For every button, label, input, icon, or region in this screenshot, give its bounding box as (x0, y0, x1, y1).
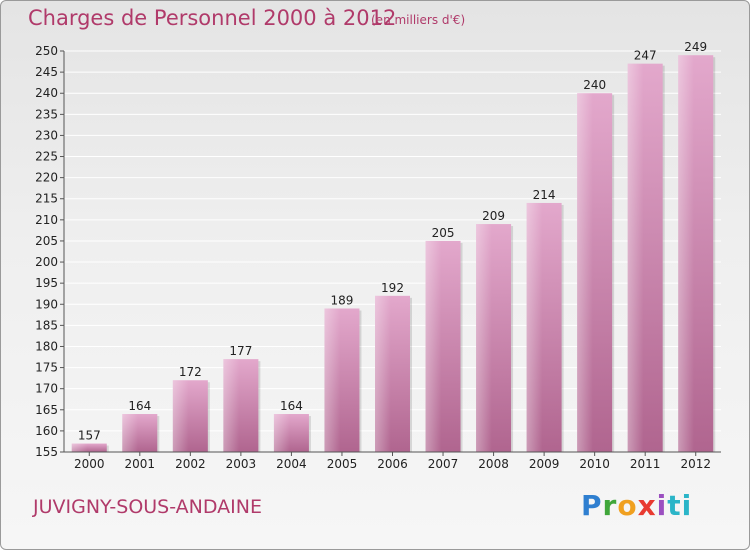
x-tick-label: 2006 (377, 457, 408, 471)
x-tick-label: 2007 (428, 457, 459, 471)
bars (71, 55, 716, 453)
x-axis-ticks: 2000 2001 2002 2003 2004 2005 2006 2007 2008 2009… (74, 452, 711, 471)
bar (172, 380, 210, 452)
x-tick-label: 2010 (579, 457, 610, 471)
y-tick-label: 240 (35, 86, 58, 100)
bar (71, 443, 109, 452)
x-tick-label: 2004 (276, 457, 307, 471)
data-label: 247 (634, 49, 657, 63)
data-label: 189 (331, 293, 354, 307)
chart-title: Charges de Personnel 2000 à 2012 (28, 6, 397, 30)
data-label: 172 (179, 365, 202, 379)
data-label: 205 (432, 226, 455, 240)
data-label: 192 (381, 281, 404, 295)
y-tick-label: 170 (35, 382, 58, 396)
y-tick-label: 230 (35, 128, 58, 142)
proxiti-logo-icon: Proxiti (581, 489, 693, 522)
y-tick-label: 190 (35, 297, 58, 311)
y-tick-label: 210 (35, 213, 58, 227)
bar (122, 414, 160, 452)
y-axis-ticks: 155 160 165 170 175 180 185 190 195 200 205 210 215 2… (35, 44, 64, 459)
y-tick-label: 245 (35, 65, 58, 79)
data-label: 240 (583, 78, 606, 92)
x-tick-label: 2011 (630, 457, 661, 471)
y-tick-label: 215 (35, 192, 58, 206)
data-label: 214 (533, 188, 556, 202)
data-labels: 157 164 172 177 164 189 192 205 209 214 240 247 249 (78, 40, 707, 442)
y-tick-label: 200 (35, 255, 58, 269)
commune-name: JUVIGNY-SOUS-ANDAINE (33, 496, 263, 518)
bar (678, 55, 716, 452)
bar (324, 308, 362, 452)
data-label: 249 (684, 40, 707, 54)
data-label: 164 (280, 399, 303, 413)
bar (627, 63, 665, 453)
bar (273, 414, 311, 452)
bar (526, 202, 564, 452)
x-tick-label: 2012 (680, 457, 711, 471)
y-tick-label: 225 (35, 150, 58, 164)
bar (375, 295, 412, 452)
y-tick-label: 220 (35, 171, 58, 185)
x-tick-label: 2002 (175, 457, 206, 471)
bar (223, 359, 261, 452)
x-tick-label: 2003 (226, 457, 257, 471)
data-label: 164 (128, 399, 151, 413)
x-tick-label: 2000 (74, 457, 105, 471)
bar (425, 240, 463, 452)
y-tick-label: 235 (35, 107, 58, 121)
y-tick-label: 165 (35, 403, 58, 417)
y-tick-label: 185 (35, 318, 58, 332)
bar (476, 224, 514, 452)
y-tick-label: 155 (35, 445, 58, 459)
data-label: 209 (482, 209, 505, 223)
y-tick-label: 160 (35, 424, 58, 438)
y-tick-label: 195 (35, 276, 58, 290)
y-tick-label: 250 (35, 44, 58, 58)
x-tick-label: 2009 (529, 457, 560, 471)
data-label: 177 (229, 344, 252, 358)
x-tick-label: 2001 (125, 457, 156, 471)
data-label: 157 (78, 429, 101, 443)
bar (577, 93, 615, 453)
x-tick-label: 2005 (327, 457, 358, 471)
y-tick-label: 180 (35, 339, 58, 353)
y-tick-label: 205 (35, 234, 58, 248)
x-tick-label: 2008 (478, 457, 509, 471)
chart-unit-label: (en milliers d'€) (371, 13, 466, 27)
y-tick-label: 175 (35, 361, 58, 375)
